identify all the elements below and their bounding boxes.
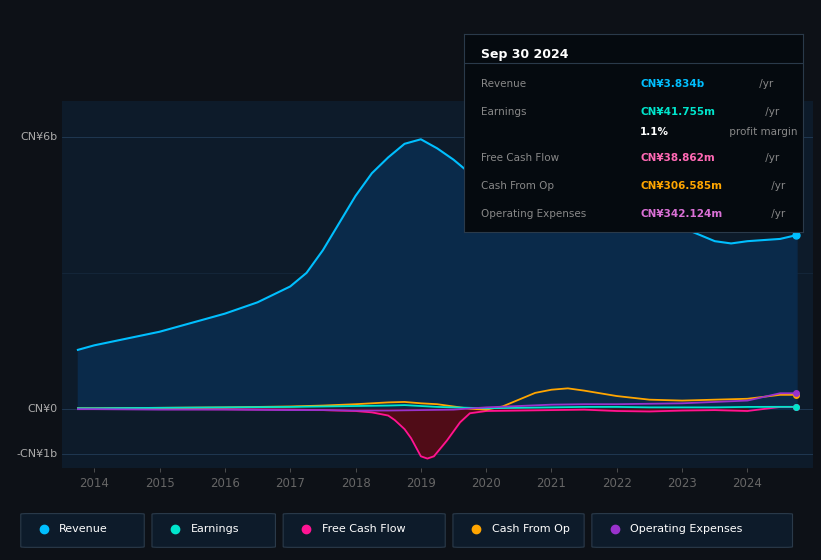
Text: CN¥342.124m: CN¥342.124m: [640, 208, 722, 218]
Text: /yr: /yr: [768, 181, 786, 191]
Text: Free Cash Flow: Free Cash Flow: [481, 153, 559, 163]
Text: /yr: /yr: [756, 80, 773, 90]
Text: CN¥41.755m: CN¥41.755m: [640, 107, 715, 117]
Text: Operating Expenses: Operating Expenses: [481, 208, 586, 218]
Text: Revenue: Revenue: [481, 80, 526, 90]
Text: Cash From Op: Cash From Op: [481, 181, 554, 191]
FancyBboxPatch shape: [21, 514, 144, 547]
FancyBboxPatch shape: [592, 514, 792, 547]
Text: /yr: /yr: [762, 107, 779, 117]
Text: Free Cash Flow: Free Cash Flow: [322, 524, 406, 534]
Text: Sep 30 2024: Sep 30 2024: [481, 48, 568, 60]
Text: /yr: /yr: [762, 153, 779, 163]
Text: CN¥306.585m: CN¥306.585m: [640, 181, 722, 191]
Text: 1.1%: 1.1%: [640, 127, 669, 137]
Text: CN¥0: CN¥0: [28, 404, 57, 414]
Text: CN¥6b: CN¥6b: [21, 132, 57, 142]
Text: CN¥3.834b: CN¥3.834b: [640, 80, 704, 90]
Text: -CN¥1b: -CN¥1b: [16, 449, 57, 459]
Text: Earnings: Earnings: [190, 524, 239, 534]
Text: Revenue: Revenue: [59, 524, 108, 534]
FancyBboxPatch shape: [283, 514, 445, 547]
FancyBboxPatch shape: [152, 514, 276, 547]
Text: Earnings: Earnings: [481, 107, 526, 117]
Text: Cash From Op: Cash From Op: [492, 524, 570, 534]
Text: profit margin: profit margin: [726, 127, 797, 137]
FancyBboxPatch shape: [453, 514, 585, 547]
Text: Operating Expenses: Operating Expenses: [631, 524, 743, 534]
Text: CN¥38.862m: CN¥38.862m: [640, 153, 715, 163]
Text: /yr: /yr: [768, 208, 786, 218]
